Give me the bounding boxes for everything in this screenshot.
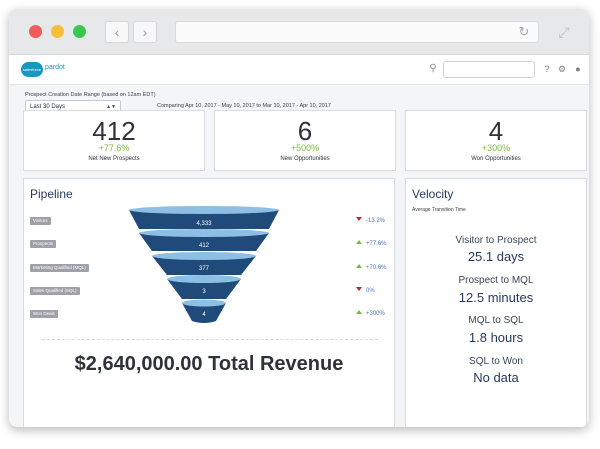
browser-window: ‹ › ↻ ⤢ salesforce pardot ⚲ ? ⚙ ● Prospe…	[9, 9, 589, 427]
funnel-value: 3	[202, 289, 206, 295]
funnel-value: 4,333	[196, 221, 212, 227]
funnel-value: 377	[199, 266, 210, 272]
stage-delta-mql: +70.6%	[356, 264, 387, 272]
minimize-window-button[interactable]	[51, 25, 64, 38]
velocity-title: Velocity	[412, 187, 454, 201]
date-range-label: Prospect Creation Date Range (based on 1…	[25, 92, 156, 98]
kpi-delta: +500%	[290, 143, 320, 153]
trend-down-icon	[356, 217, 362, 221]
kpi-value: 412	[92, 116, 136, 146]
funnel-stage-visitors: 4,333	[129, 206, 279, 229]
gear-icon[interactable]: ⚙	[557, 64, 567, 74]
stage-label-prospects: Prospects	[30, 240, 57, 248]
stage-label-visitors: Visitors	[30, 217, 51, 225]
zoom-window-button[interactable]	[73, 25, 86, 38]
trend-down-icon	[356, 287, 362, 291]
stage-delta-sql: 0%	[356, 287, 375, 295]
pardot-logo: salesforce pardot	[21, 60, 65, 80]
expand-icon[interactable]: ⤢	[558, 24, 570, 40]
funnel-stage-mql: 377	[152, 252, 256, 275]
kpi-value: 4	[488, 116, 504, 146]
stage-delta-won: +300%	[356, 310, 385, 318]
kpi-value: 6	[297, 116, 313, 146]
help-icon[interactable]: ?	[544, 64, 550, 74]
trend-up-icon	[356, 264, 362, 268]
velocity-value: 25.1 days	[467, 249, 525, 264]
kpi-label: New Opportunities	[280, 156, 330, 162]
funnel-stage-prospects: 412	[139, 229, 269, 251]
chevron-right-icon: ›	[142, 24, 148, 40]
close-window-button[interactable]	[29, 25, 42, 38]
velocity-value: 12.5 minutes	[458, 290, 534, 305]
user-icon[interactable]: ●	[575, 64, 581, 74]
funnel-stage-sql: 3	[167, 275, 241, 299]
salesforce-cloud-logo: salesforce	[21, 62, 43, 77]
pipeline-card: Pipeline Visitors Prospects Marketing Qu…	[23, 178, 395, 427]
kpi-card-won: 4 +300% Won Opportunities	[405, 110, 587, 171]
velocity-card: Velocity Average Transition Time Visitor…	[405, 178, 587, 427]
velocity-label: SQL to Won	[469, 356, 523, 367]
date-range-value: Last 30 Days	[30, 104, 66, 110]
velocity-subtitle: Average Transition Time	[412, 207, 466, 213]
velocity-label: Visitor to Prospect	[455, 235, 537, 246]
product-name: pardot	[45, 64, 65, 71]
pipeline-title: Pipeline	[30, 187, 73, 201]
chevron-down-icon: ▲▼	[106, 104, 116, 110]
stage-label-mql: Marketing Qualified (MQL)	[30, 264, 89, 272]
velocity-label: MQL to SQL	[468, 315, 524, 326]
forward-button[interactable]: ›	[133, 21, 157, 43]
reload-icon[interactable]: ↻	[518, 24, 530, 39]
kpi-card-prospects: 412 +77.6% Net New Prospects	[23, 110, 205, 171]
velocity-value: 1.8 hours	[468, 330, 524, 345]
address-bar[interactable]: ↻	[175, 21, 539, 43]
funnel-value: 412	[199, 243, 210, 249]
pipeline-funnel: 4,333 412 377 3 4	[129, 206, 279, 323]
trend-up-icon	[356, 240, 362, 244]
funnel-stage-won: 4	[182, 299, 226, 323]
comparison-text: Comparing Apr 10, 2017 - May 10, 2017 to…	[157, 103, 331, 109]
back-button[interactable]: ‹	[105, 21, 129, 43]
stage-label-sql: Sales Qualified (SQL)	[30, 287, 80, 295]
chevron-left-icon: ‹	[114, 24, 120, 40]
stage-delta-visitors: -13.2%	[356, 217, 385, 225]
divider	[42, 339, 378, 340]
velocity-value: No data	[473, 370, 519, 385]
stage-delta-prospects: +77.6%	[356, 240, 387, 248]
trend-up-icon	[356, 310, 362, 314]
search-icon[interactable]: ⚲	[429, 63, 437, 74]
kpi-card-opportunities: 6 +500% New Opportunities	[214, 110, 396, 171]
total-revenue: $2,640,000.00 Total Revenue	[74, 353, 344, 375]
kpi-label: Net New Prospects	[88, 156, 140, 162]
velocity-label: Prospect to MQL	[458, 275, 534, 286]
search-input[interactable]	[443, 61, 535, 78]
browser-toolbar: ‹ › ↻ ⤢	[9, 9, 589, 55]
stage-label-won: Won Deals	[30, 310, 58, 318]
kpi-delta: +77.6%	[98, 143, 130, 153]
kpi-label: Won Opportunities	[471, 156, 521, 162]
funnel-value: 4	[202, 312, 206, 318]
app-header: salesforce pardot ⚲ ? ⚙ ●	[9, 55, 589, 85]
kpi-delta: +300%	[481, 143, 511, 153]
